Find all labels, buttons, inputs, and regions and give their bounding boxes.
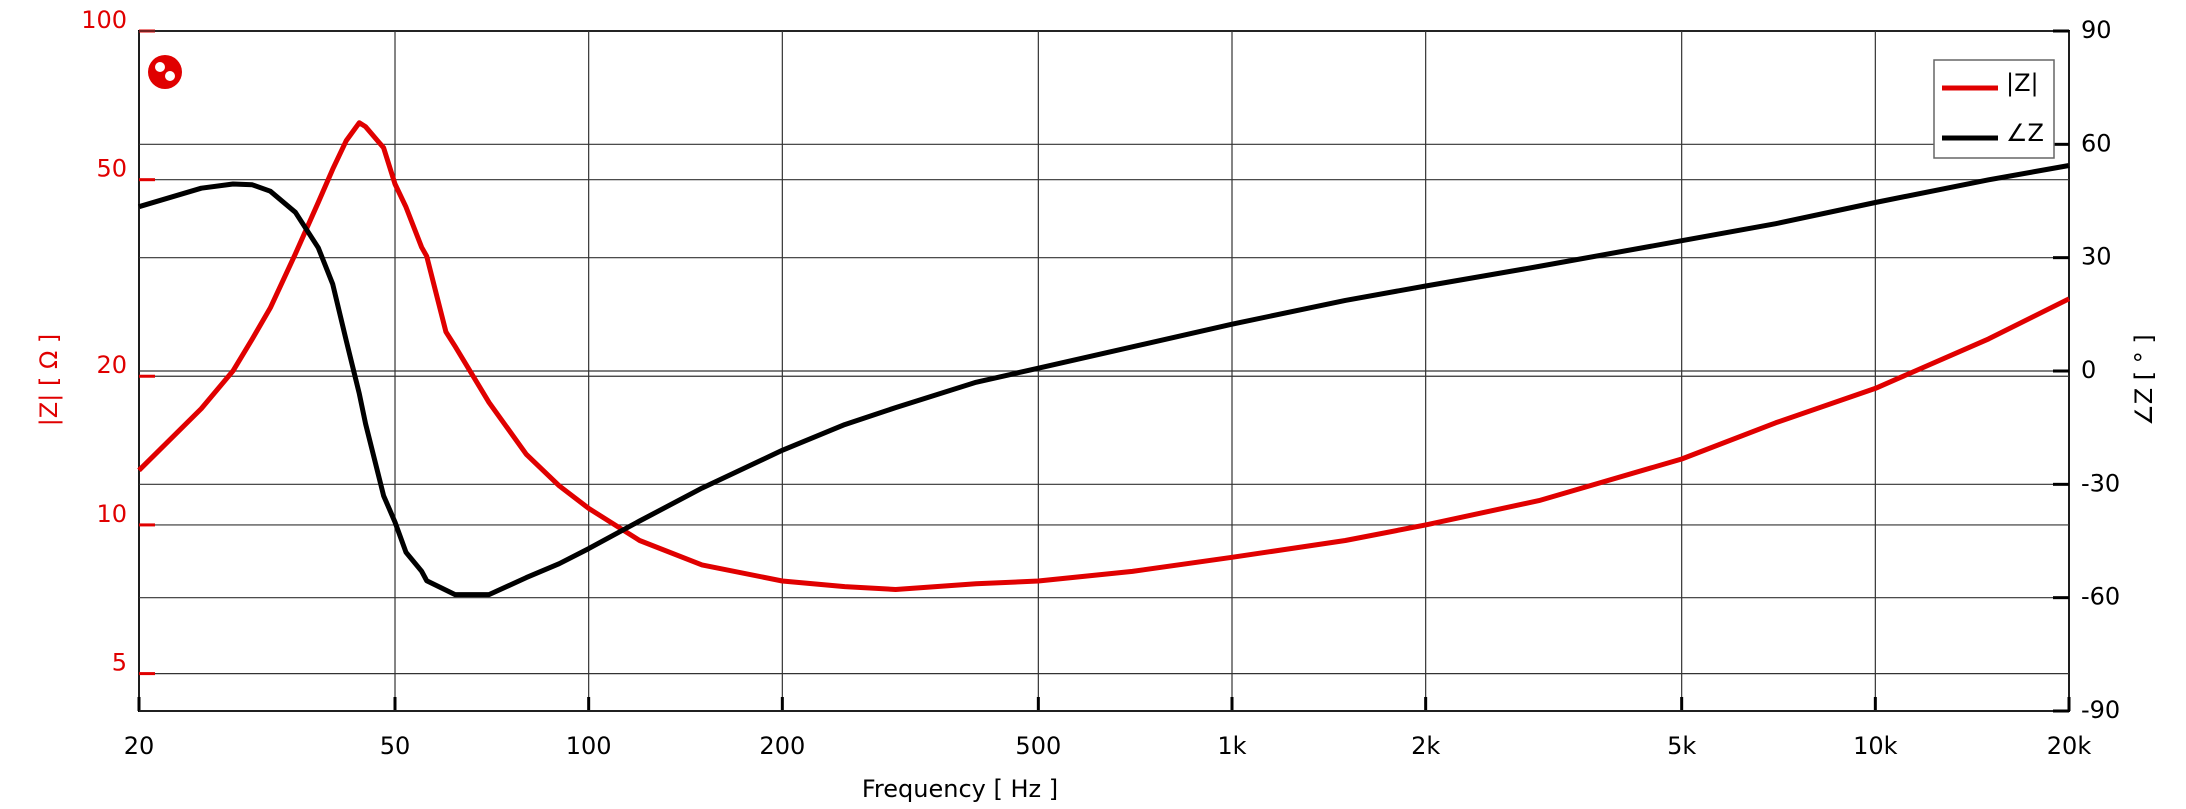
series-line — [138, 163, 2070, 598]
y2-axis-label: ∠Z [ ° ] — [2130, 334, 2158, 426]
y-tick-label: 5 — [112, 649, 127, 677]
x-tick-label: 200 — [759, 732, 805, 760]
y-tick-label: 20 — [96, 351, 127, 379]
y2-tick-label: 30 — [2081, 243, 2112, 271]
legend-label: ∠Z — [2006, 119, 2044, 147]
y2-tick-label: 60 — [2081, 129, 2112, 157]
y2-tick-label: -90 — [2081, 696, 2120, 724]
y2-tick-label: -30 — [2081, 469, 2120, 497]
legend-box — [1933, 59, 2055, 159]
x-tick-label: 1k — [1217, 732, 1246, 760]
x-tick-label: 20 — [124, 732, 155, 760]
x-tick-label: 5k — [1667, 732, 1696, 760]
legend-label: |Z| — [2006, 69, 2039, 97]
y-axis-label: |Z| [ Ω ] — [35, 334, 63, 427]
x-tick-label: 50 — [380, 732, 411, 760]
x-tick-label: 100 — [566, 732, 612, 760]
series-line — [137, 120, 2071, 592]
x-tick-label: 10k — [1853, 732, 1898, 760]
logo — [148, 55, 182, 89]
x-tick-label: 500 — [1015, 732, 1061, 760]
y-tick-label: 100 — [81, 6, 127, 34]
x-tick-label: 2k — [1411, 732, 1440, 760]
x-tick-label: 20k — [2047, 732, 2092, 760]
x-axis-label: Frequency [ Hz ] — [862, 775, 1058, 803]
y-tick-label: 10 — [96, 500, 127, 528]
y2-tick-label: 90 — [2081, 16, 2112, 44]
y-tick-label: 50 — [96, 155, 127, 183]
y2-tick-label: -60 — [2081, 583, 2120, 611]
y2-tick-label: 0 — [2081, 356, 2096, 384]
